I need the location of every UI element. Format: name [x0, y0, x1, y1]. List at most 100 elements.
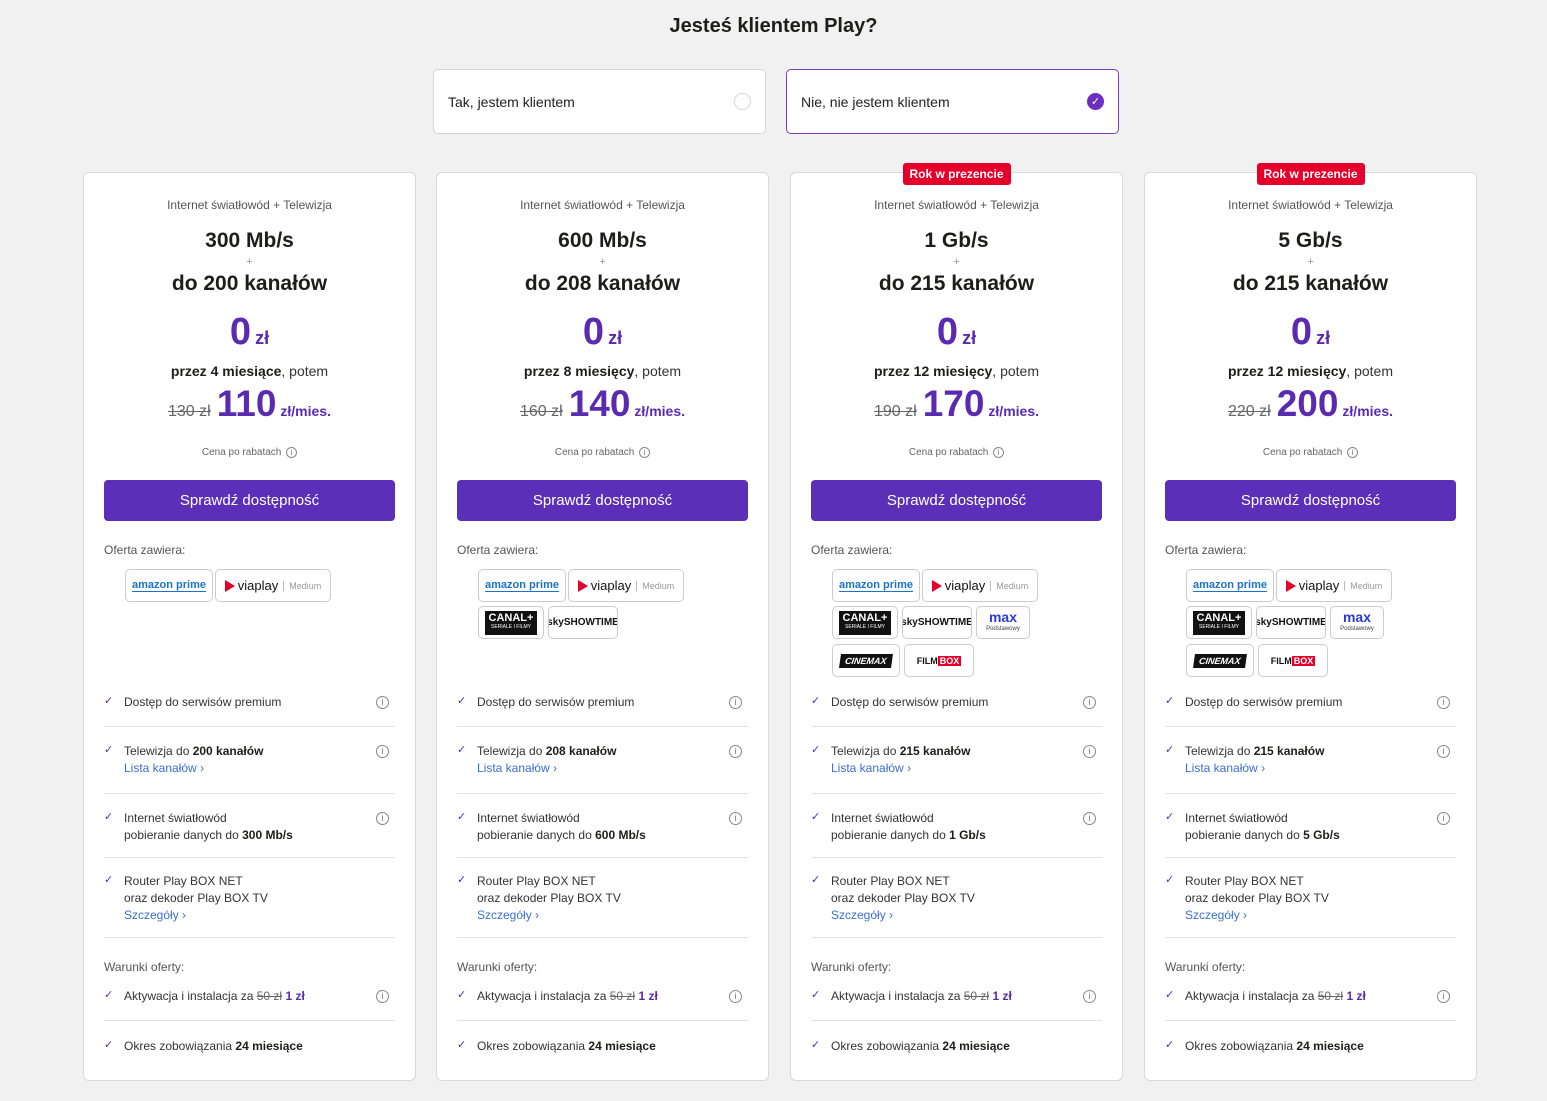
channel-list-link[interactable]: Lista kanałów › [477, 761, 558, 775]
canal-plus-logo: CANAL+ SERIALE I FILMY [478, 606, 544, 639]
info-icon[interactable]: i [286, 447, 298, 458]
after-discount-note: Cena po rabatach i [1145, 447, 1476, 458]
check-icon: ✓ [1165, 874, 1175, 886]
after-discount-note: Cena po rabatach i [437, 447, 768, 458]
info-icon[interactable]: i [727, 989, 742, 1004]
channel-list-link[interactable]: Lista kanałów › [1185, 761, 1266, 775]
choice-existing-client[interactable]: Tak, jestem klientem [433, 69, 766, 134]
amazon-prime-logo: amazon prime [478, 569, 566, 602]
radio-unchecked-icon[interactable] [734, 93, 751, 110]
promo-price: 0 zł [582, 311, 623, 353]
details-link[interactable]: Szczegóły › [124, 908, 187, 922]
filmbox-logo: FILM BOX [904, 644, 974, 677]
check-icon: ✓ [457, 695, 467, 707]
info-icon[interactable]: i [1435, 695, 1450, 710]
check-availability-button[interactable]: Sprawdź dostępność [457, 480, 748, 521]
info-icon[interactable]: i [374, 744, 389, 759]
plan-category: Internet światłowód + Telewizja [520, 198, 685, 212]
details-link[interactable]: Szczegóły › [831, 908, 894, 922]
page-title: Jesteś klientem Play? [669, 15, 878, 37]
details-link[interactable]: Szczegóły › [1185, 908, 1248, 922]
max-logo: max Podstawowy [976, 606, 1030, 639]
check-icon: ✓ [811, 1039, 821, 1051]
check-icon: ✓ [104, 989, 114, 1001]
check-icon: ✓ [811, 744, 821, 756]
plan-card-1g: Rok w prezencie Internet światłowód + Te… [790, 163, 1123, 1081]
info-icon[interactable]: i [1347, 447, 1359, 458]
check-availability-button[interactable]: Sprawdź dostępność [811, 480, 1102, 521]
check-availability-button[interactable]: Sprawdź dostępność [1165, 480, 1456, 521]
check-icon: ✓ [457, 744, 467, 756]
after-discount-note: Cena po rabatach i [791, 447, 1122, 458]
regular-price: 160 zł 140 zł/mies. [519, 383, 686, 424]
info-icon[interactable]: i [374, 989, 389, 1004]
info-icon[interactable]: i [993, 447, 1005, 458]
info-icon[interactable]: i [727, 695, 742, 710]
plus-sign: + [953, 256, 960, 268]
plan-speed: 300 Mb/s [205, 229, 294, 252]
info-icon[interactable]: i [639, 447, 651, 458]
canal-plus-logo: CANAL+ SERIALE I FILMY [1186, 606, 1252, 639]
cinemax-logo: CINEMAX [1186, 644, 1254, 677]
skyshowtime-logo: skySHOWTIME [902, 606, 972, 639]
plan-channels: do 200 kanałów [171, 272, 328, 295]
offer-contains-label: Oferta zawiera: [811, 543, 893, 557]
plan-channels: do 208 kanałów [524, 272, 681, 295]
check-icon: ✓ [104, 1039, 114, 1051]
channel-list-link[interactable]: Lista kanałów › [831, 761, 912, 775]
regular-price: 220 zł 200 zł/mies. [1227, 383, 1394, 424]
info-icon[interactable]: i [1435, 811, 1450, 826]
check-icon: ✓ [1165, 744, 1175, 756]
check-icon: ✓ [457, 811, 467, 823]
info-icon[interactable]: i [1435, 744, 1450, 759]
choice-label: Nie, nie jestem klientem [801, 93, 950, 110]
plan-card-5g: Rok w prezencie Internet światłowód + Te… [1144, 163, 1477, 1081]
choice-new-client[interactable]: Nie, nie jestem klientem ✓ [786, 69, 1119, 134]
offer-terms-label: Warunki oferty: [811, 960, 892, 974]
plan-category: Internet światłowód + Telewizja [874, 198, 1039, 212]
check-icon: ✓ [811, 874, 821, 886]
viaplay-logo: viaplay Medium [568, 569, 684, 602]
plan-channels: do 215 kanałów [1232, 272, 1389, 295]
check-icon: ✓ [1165, 695, 1175, 707]
viaplay-logo: viaplay Medium [1276, 569, 1392, 602]
gift-badge: Rok w prezencie [1256, 163, 1365, 185]
plus-sign: + [1307, 256, 1314, 268]
check-icon: ✓ [104, 695, 114, 707]
promo-period: przez 12 miesięcy, potem [1228, 363, 1393, 379]
offer-contains-label: Oferta zawiera: [457, 543, 539, 557]
plan-card-300: Internet światłowód + Telewizja 300 Mb/s… [83, 172, 416, 1081]
regular-price: 190 zł 170 zł/mies. [873, 383, 1040, 424]
amazon-prime-logo: amazon prime [832, 569, 920, 602]
info-icon[interactable]: i [1081, 744, 1096, 759]
plan-speed: 600 Mb/s [558, 229, 647, 252]
info-icon[interactable]: i [374, 811, 389, 826]
info-icon[interactable]: i [727, 811, 742, 826]
info-icon[interactable]: i [1081, 695, 1096, 710]
plan-speed: 1 Gb/s [924, 229, 989, 252]
check-icon: ✓ [457, 874, 467, 886]
viaplay-logo: viaplay Medium [215, 569, 331, 602]
details-link[interactable]: Szczegóły › [477, 908, 540, 922]
info-icon[interactable]: i [1081, 811, 1096, 826]
check-icon: ✓ [104, 811, 114, 823]
skyshowtime-logo: skySHOWTIME [548, 606, 618, 639]
plan-speed: 5 Gb/s [1278, 229, 1343, 252]
skyshowtime-logo: skySHOWTIME [1256, 606, 1326, 639]
info-icon[interactable]: i [374, 695, 389, 710]
choice-label: Tak, jestem klientem [448, 93, 575, 110]
check-icon: ✓ [457, 989, 467, 1001]
filmbox-logo: FILM BOX [1258, 644, 1328, 677]
radio-checked-icon[interactable]: ✓ [1087, 93, 1104, 110]
check-availability-button[interactable]: Sprawdź dostępność [104, 480, 395, 521]
channel-list-link[interactable]: Lista kanałów › [124, 761, 205, 775]
check-icon: ✓ [811, 989, 821, 1001]
offer-terms-label: Warunki oferty: [1165, 960, 1246, 974]
info-icon[interactable]: i [727, 744, 742, 759]
plan-category: Internet światłowód + Telewizja [167, 198, 332, 212]
offer-contains-label: Oferta zawiera: [104, 543, 186, 557]
max-logo: max Podstawowy [1330, 606, 1384, 639]
info-icon[interactable]: i [1081, 989, 1096, 1004]
promo-price: 0 zł [229, 311, 270, 353]
info-icon[interactable]: i [1435, 989, 1450, 1004]
